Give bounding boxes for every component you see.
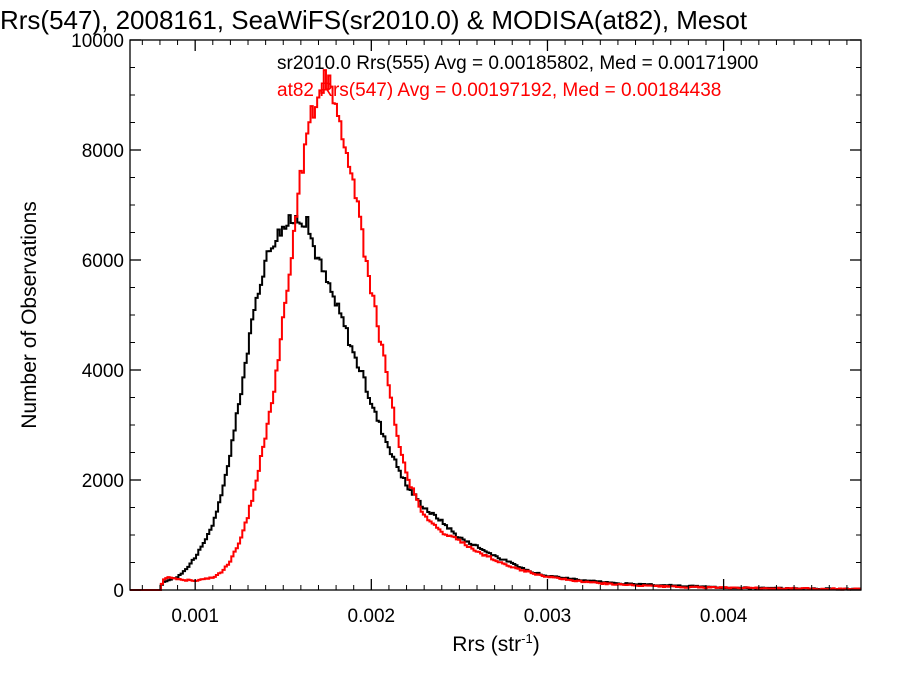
- y-tick-label: 8000: [82, 141, 124, 162]
- legend-entry-at82: at82 Rrs(547) Avg = 0.00197192, Med = 0.…: [277, 80, 721, 101]
- legend-entry-sr2010: sr2010.0 Rrs(555) Avg = 0.00185802, Med …: [277, 53, 758, 74]
- y-axis-title: Number of Observations: [18, 201, 41, 429]
- x-tick-label: 0.003: [524, 606, 572, 627]
- axis-ticks: 0.001 0.002 0.003 0.004 0 2000 4000 6000 8000 100…: [71, 31, 861, 627]
- y-tick-label: 4000: [82, 361, 124, 382]
- series-lines: [130, 69, 861, 591]
- x-tick-label: 0.002: [348, 606, 396, 627]
- y-tick-label: 6000: [82, 251, 124, 272]
- x-axis-title-main: Rrs (str: [452, 633, 521, 656]
- x-tick-label: 0.001: [171, 606, 219, 627]
- y-tick-label: 0: [113, 581, 124, 602]
- series-line-1: [130, 69, 861, 591]
- x-axis-title-superscript: -1: [521, 631, 533, 646]
- x-axis-title: Rrs (str-1): [452, 631, 539, 656]
- y-tick-label: 2000: [82, 471, 124, 492]
- x-tick-label: 0.004: [700, 606, 748, 627]
- plot-frame: [129, 39, 862, 591]
- x-axis-title-end: ): [533, 633, 540, 656]
- chart-title: Rrs(547), 2008161, SeaWiFS(sr2010.0) & M…: [0, 5, 748, 35]
- y-tick-label: 10000: [71, 31, 124, 52]
- series-line-0: [130, 214, 861, 591]
